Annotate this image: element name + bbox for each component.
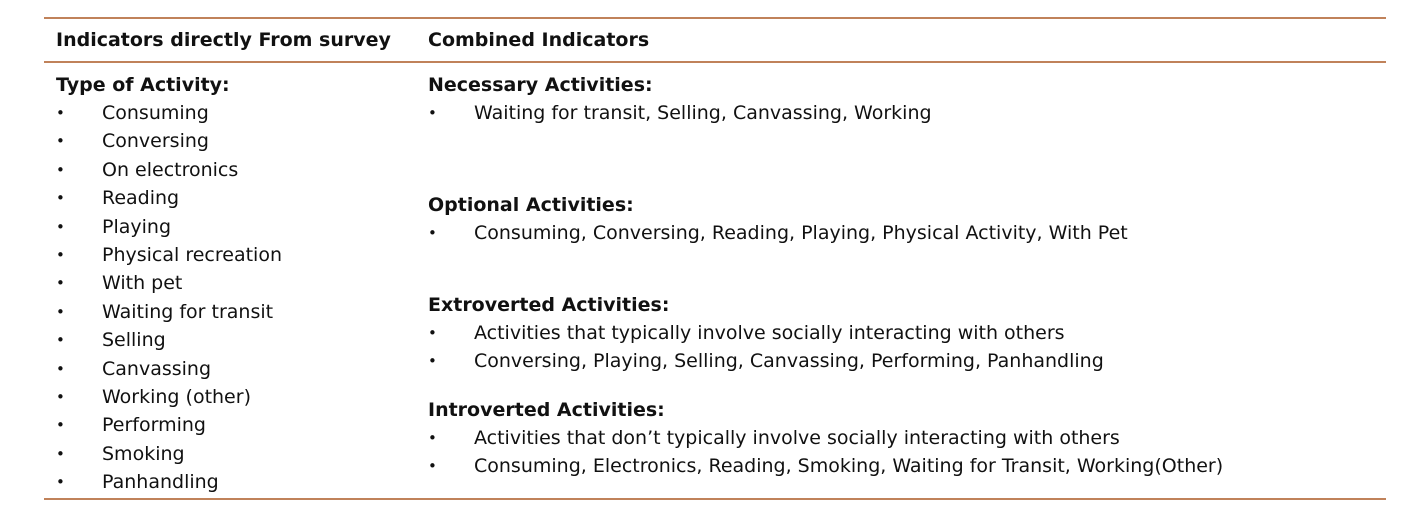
list-item-text: Reading	[102, 187, 180, 210]
list-item: • Consuming, Conversing, Reading, Playing…	[428, 219, 1368, 247]
introverted-activities-list: • Activities that don’t typically involve…	[428, 424, 1368, 481]
list-item-text: Consuming	[102, 102, 209, 124]
list-item-text: Waiting for transit, Selling, Canvassing…	[474, 102, 932, 124]
list-item-text: Smoking	[102, 442, 185, 465]
list-item: • Performing	[56, 411, 416, 439]
bullet-icon: •	[56, 359, 65, 378]
list-item-text: Physical recreation	[102, 243, 282, 266]
list-item: • Panhandling	[56, 468, 416, 496]
introverted-activities-title: Introverted Activities:	[428, 399, 665, 421]
list-item-text: Activities that don’t typically involve …	[474, 427, 1120, 449]
bullet-icon: •	[56, 160, 65, 179]
bullet-icon: •	[56, 387, 65, 406]
list-item-text: Consuming, Electronics, Reading, Smoking…	[474, 455, 1224, 478]
indicators-table: Indicators directly From survey Combined…	[44, 17, 1386, 500]
extroverted-activities-section: Extroverted Activities: • Activities that…	[428, 291, 1368, 376]
necessary-activities-title: Necessary Activities:	[428, 74, 653, 96]
header-survey-indicators: Indicators directly From survey	[56, 29, 391, 51]
bullet-icon: •	[56, 217, 65, 236]
list-item: • Canvassing	[56, 355, 416, 383]
list-item: • On electronics	[56, 156, 416, 184]
list-item: • Working (other)	[56, 383, 416, 411]
bullet-icon: •	[56, 189, 65, 208]
bullet-icon: •	[56, 302, 65, 321]
bullet-icon: •	[56, 416, 65, 435]
list-item: • Physical recreation	[56, 241, 416, 269]
optional-activities-section: Optional Activities: • Consuming, Convers…	[428, 191, 1368, 247]
list-item-text: Working (other)	[102, 385, 251, 408]
list-item: • Waiting for transit	[56, 298, 416, 326]
list-item-text: Conversing	[102, 130, 209, 153]
bullet-icon: •	[56, 245, 65, 264]
list-item-text: Playing	[102, 215, 172, 238]
extroverted-activities-list: • Activities that typically involve socia…	[428, 319, 1368, 376]
table-header-row: Indicators directly From survey Combined…	[44, 19, 1386, 63]
list-item: • With pet	[56, 269, 416, 297]
bullet-icon: •	[428, 429, 437, 447]
header-combined-indicators: Combined Indicators	[428, 29, 650, 51]
necessary-activities-list: • Waiting for transit, Selling, Canvassin…	[428, 99, 1368, 127]
bullet-icon: •	[428, 457, 437, 476]
bullet-icon: •	[56, 444, 65, 463]
bullet-icon: •	[428, 104, 437, 122]
bullet-icon: •	[56, 104, 65, 122]
list-item: • Conversing	[56, 127, 416, 155]
list-item-text: Consuming, Conversing, Reading, Playing,…	[474, 222, 1128, 244]
list-item-text: Selling	[102, 329, 166, 352]
list-item-text: Activities that typically involve social…	[474, 322, 1065, 344]
list-item-text: On electronics	[102, 158, 239, 181]
necessary-activities-section: Necessary Activities: • Waiting for trans…	[428, 71, 1368, 127]
list-item-text: Waiting for transit	[102, 300, 274, 323]
introverted-activities-section: Introverted Activities: • Activities that…	[428, 396, 1368, 481]
list-item: • Conversing, Playing, Selling, Canvassin…	[428, 347, 1368, 375]
list-item-text: Canvassing	[102, 357, 212, 380]
list-item: • Consuming, Electronics, Reading, Smokin…	[428, 452, 1368, 480]
type-of-activity-title: Type of Activity:	[56, 74, 230, 96]
optional-activities-list: • Consuming, Conversing, Reading, Playing…	[428, 219, 1368, 247]
extroverted-activities-title: Extroverted Activities:	[428, 294, 670, 316]
bullet-icon: •	[56, 132, 65, 151]
optional-activities-title: Optional Activities:	[428, 194, 634, 216]
list-item: • Playing	[56, 213, 416, 241]
list-item: • Activities that don’t typically involve…	[428, 424, 1368, 452]
list-item: • Consuming	[56, 99, 416, 127]
list-item-text: Conversing, Playing, Selling, Canvassing…	[474, 350, 1104, 373]
list-item-text: Performing	[102, 414, 206, 437]
bullet-icon: •	[428, 324, 437, 342]
bullet-icon: •	[56, 473, 65, 492]
list-item: • Smoking	[56, 440, 416, 468]
survey-indicators-column: Type of Activity: • Consuming • Conversing •…	[56, 71, 416, 496]
activity-list: • Consuming • Conversing • On electronics • Rea…	[56, 99, 416, 496]
bullet-icon: •	[56, 274, 65, 293]
list-item-text: Panhandling	[102, 471, 219, 494]
bullet-icon: •	[428, 352, 437, 371]
list-item: • Reading	[56, 184, 416, 212]
list-item: • Activities that typically involve socia…	[428, 319, 1368, 347]
bullet-icon: •	[56, 331, 65, 350]
list-item: • Selling	[56, 326, 416, 354]
list-item-text: With pet	[102, 272, 183, 295]
bullet-icon: •	[428, 224, 437, 242]
list-item: • Waiting for transit, Selling, Canvassin…	[428, 99, 1368, 127]
